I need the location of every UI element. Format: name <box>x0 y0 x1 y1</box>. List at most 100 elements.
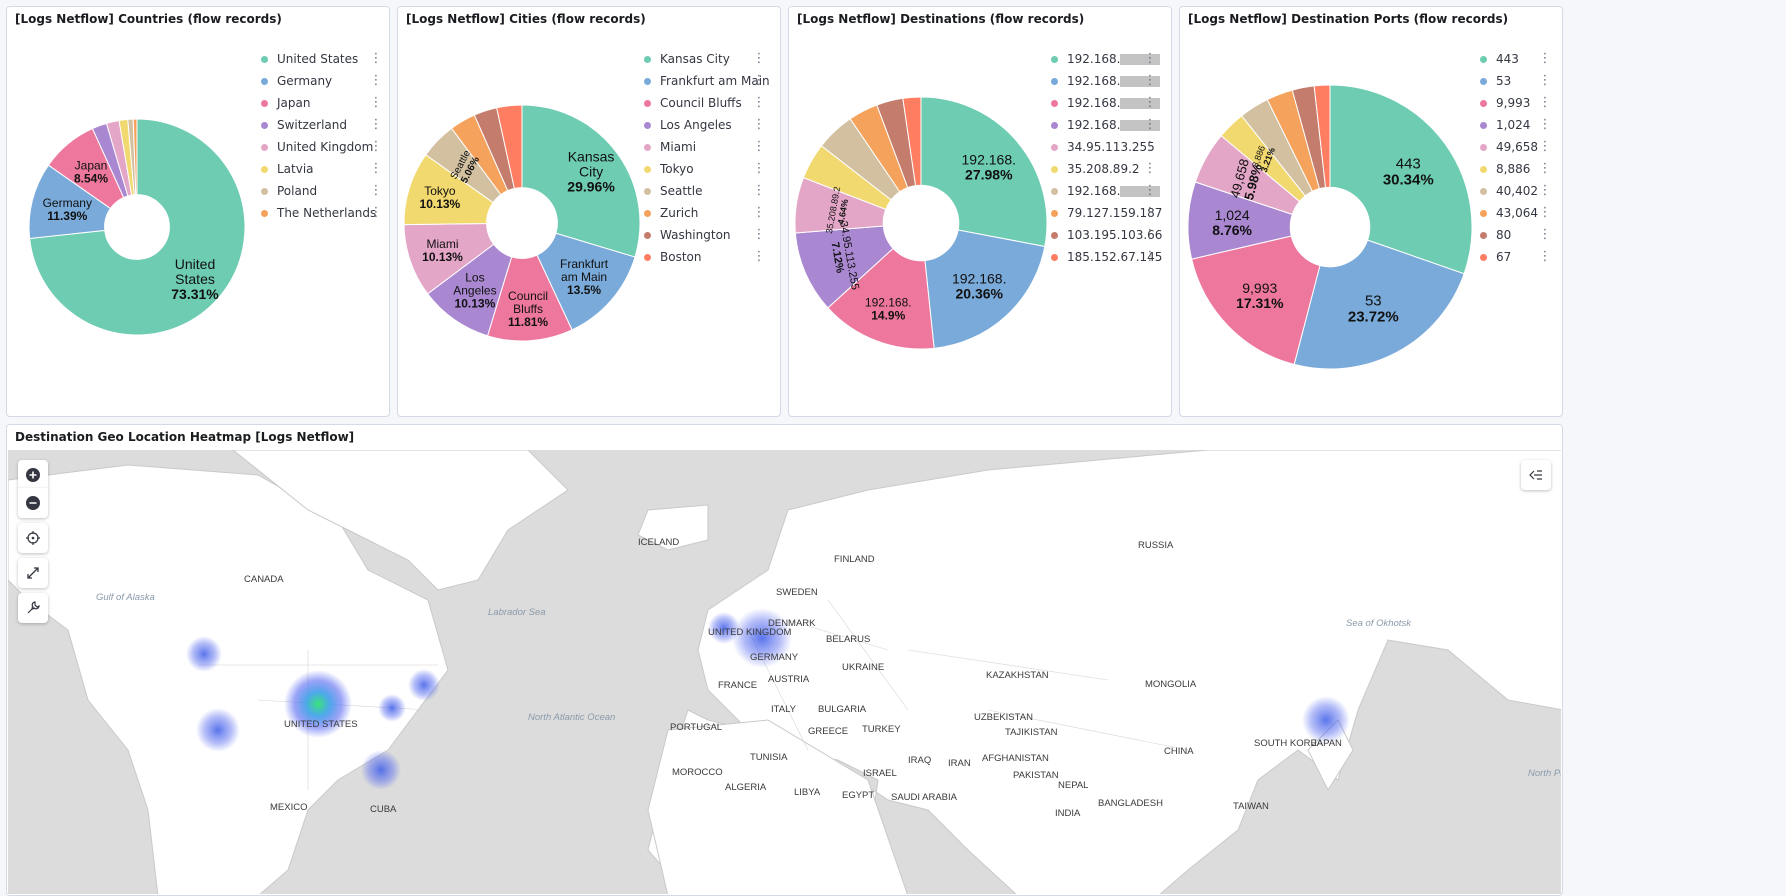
pie-slice[interactable] <box>902 96 922 187</box>
legend-item-menu-icon[interactable]: ⋮ <box>1143 205 1157 220</box>
legend-item-menu-icon[interactable]: ⋮ <box>1538 139 1552 154</box>
legend-item[interactable]: 192.168. ⋮ <box>1051 180 1167 202</box>
legend-item[interactable]: 34.95.113.255 ⋮ <box>1051 136 1167 158</box>
legend-item-menu-icon[interactable]: ⋮ <box>369 205 383 220</box>
legend-item[interactable]: Germany ⋮ <box>261 70 383 92</box>
legend-item-menu-icon[interactable]: ⋮ <box>752 227 766 242</box>
zoom-out-button[interactable] <box>18 488 48 518</box>
legend-item[interactable]: Boston ⋮ <box>644 246 774 268</box>
legend-item-menu-icon[interactable]: ⋮ <box>369 73 383 88</box>
pie-slice[interactable] <box>1313 84 1331 189</box>
pie-slice[interactable] <box>1293 239 1465 370</box>
legend-item-menu-icon[interactable]: ⋮ <box>1538 95 1552 110</box>
pie-slice[interactable] <box>924 229 1046 349</box>
legend-item[interactable]: 185.152.67.145 ⋮ <box>1051 246 1167 268</box>
legend-item-menu-icon[interactable]: ⋮ <box>1538 183 1552 198</box>
legend-item-menu-icon[interactable]: ⋮ <box>1143 73 1157 88</box>
legend-item[interactable]: 49,658 ⋮ <box>1480 136 1560 158</box>
legend-item[interactable]: The Netherlands ⋮ <box>261 202 383 224</box>
legend-item[interactable]: Tokyo ⋮ <box>644 158 774 180</box>
legend-item[interactable]: 103.195.103.66 ⋮ <box>1051 224 1167 246</box>
fullscreen-button[interactable] <box>18 558 48 588</box>
legend-item[interactable]: 8,886 ⋮ <box>1480 158 1560 180</box>
legend-item-menu-icon[interactable]: ⋮ <box>1143 117 1157 132</box>
legend-item[interactable]: Washington ⋮ <box>644 224 774 246</box>
pie-slice[interactable] <box>1191 235 1321 366</box>
legend-item[interactable]: 192.168. ⋮ <box>1051 70 1167 92</box>
pie-slice[interactable] <box>496 104 523 190</box>
legend-item-menu-icon[interactable]: ⋮ <box>752 95 766 110</box>
layer-control-toggle[interactable] <box>1521 460 1551 490</box>
legend-item[interactable]: Switzerland ⋮ <box>261 114 383 136</box>
legend-item[interactable]: 192.168. ⋮ <box>1051 114 1167 136</box>
legend-item[interactable]: Japan ⋮ <box>261 92 383 114</box>
legend-item-menu-icon[interactable]: ⋮ <box>752 161 766 176</box>
legend-item[interactable]: United States ⋮ <box>261 48 383 70</box>
legend-item[interactable]: 443 ⋮ <box>1480 48 1560 70</box>
legend-item[interactable]: 9,993 ⋮ <box>1480 92 1560 114</box>
legend-item[interactable]: Miami ⋮ <box>644 136 774 158</box>
pie-slice[interactable] <box>827 247 935 350</box>
pie-slice[interactable] <box>920 96 1048 248</box>
legend-item-menu-icon[interactable]: ⋮ <box>369 161 383 176</box>
legend-item-menu-icon[interactable]: ⋮ <box>1143 161 1157 176</box>
legend-item-menu-icon[interactable]: ⋮ <box>752 51 766 66</box>
legend-item-menu-icon[interactable]: ⋮ <box>1538 249 1552 264</box>
ports-pie-chart[interactable]: 44330.34%5323.72%9,99317.31%1,0248.76%49… <box>1186 83 1474 371</box>
legend-item[interactable]: 1,024 ⋮ <box>1480 114 1560 136</box>
legend-item-menu-icon[interactable]: ⋮ <box>1143 51 1157 66</box>
legend-item-menu-icon[interactable]: ⋮ <box>1538 205 1552 220</box>
legend-item[interactable]: 43,064 ⋮ <box>1480 202 1560 224</box>
legend-item[interactable]: 53 ⋮ <box>1480 70 1560 92</box>
legend-item-menu-icon[interactable]: ⋮ <box>369 183 383 198</box>
legend-item[interactable]: Seattle ⋮ <box>644 180 774 202</box>
legend-item[interactable]: Latvia ⋮ <box>261 158 383 180</box>
legend-item[interactable]: 40,402 ⋮ <box>1480 180 1560 202</box>
geo-heatmap-map[interactable]: CANADA Gulf of Alaska Labrador Sea ICELAND U… <box>8 450 1561 894</box>
legend-item[interactable]: 35.208.89.2 ⋮ <box>1051 158 1167 180</box>
legend-item-menu-icon[interactable]: ⋮ <box>1143 95 1157 110</box>
legend-item-menu-icon[interactable]: ⋮ <box>752 117 766 132</box>
pie-slice[interactable] <box>521 104 641 258</box>
legend-item[interactable]: Los Angeles ⋮ <box>644 114 774 136</box>
legend-item[interactable]: United Kingdom ⋮ <box>261 136 383 158</box>
legend-item[interactable]: Council Bluffs ⋮ <box>644 92 774 114</box>
legend-item-menu-icon[interactable]: ⋮ <box>1538 227 1552 242</box>
legend-item-menu-icon[interactable]: ⋮ <box>369 51 383 66</box>
legend-item-menu-icon[interactable]: ⋮ <box>369 139 383 154</box>
zoom-in-button[interactable] <box>18 460 48 490</box>
legend-item[interactable]: Kansas City ⋮ <box>644 48 774 70</box>
legend-item-menu-icon[interactable]: ⋮ <box>1538 51 1552 66</box>
legend-item-menu-icon[interactable]: ⋮ <box>752 183 766 198</box>
pie-slice[interactable] <box>1329 84 1473 275</box>
legend-item-menu-icon[interactable]: ⋮ <box>752 249 766 264</box>
legend-item[interactable]: 79.127.159.187 ⋮ <box>1051 202 1167 224</box>
legend-item-menu-icon[interactable]: ⋮ <box>1143 249 1157 264</box>
legend-item-menu-icon[interactable]: ⋮ <box>369 95 383 110</box>
legend-item-menu-icon[interactable]: ⋮ <box>1143 227 1157 242</box>
legend-item-menu-icon[interactable]: ⋮ <box>1538 73 1552 88</box>
legend-item-menu-icon[interactable]: ⋮ <box>752 205 766 220</box>
legend-item-menu-icon[interactable]: ⋮ <box>752 139 766 154</box>
legend-item-menu-icon[interactable]: ⋮ <box>1538 117 1552 132</box>
legend-item[interactable]: 80 ⋮ <box>1480 224 1560 246</box>
locate-button[interactable] <box>18 523 48 553</box>
legend-item-menu-icon[interactable]: ⋮ <box>752 73 766 88</box>
legend-item-menu-icon[interactable]: ⋮ <box>1538 161 1552 176</box>
map-canvas[interactable]: CANADA Gulf of Alaska Labrador Sea ICELAND U… <box>8 450 1561 894</box>
legend-item[interactable]: Frankfurt am Main ⋮ <box>644 70 774 92</box>
destinations-pie-chart[interactable]: 192.168.27.98%192.168.20.36%192.168.14.9… <box>793 95 1049 351</box>
legend-item-menu-icon[interactable]: ⋮ <box>369 117 383 132</box>
legend-item[interactable]: 67 ⋮ <box>1480 246 1560 268</box>
legend-item[interactable]: Zurich ⋮ <box>644 202 774 224</box>
legend-item[interactable]: 192.168. ⋮ <box>1051 92 1167 114</box>
pie-slice[interactable] <box>132 118 138 196</box>
legend-item[interactable]: 192.168. ⋮ <box>1051 48 1167 70</box>
legend-item-menu-icon[interactable]: ⋮ <box>1143 183 1157 198</box>
pie-slice[interactable] <box>29 118 246 336</box>
legend-item[interactable]: Poland ⋮ <box>261 180 383 202</box>
tools-button[interactable] <box>18 593 48 623</box>
pie-slice[interactable] <box>536 232 636 331</box>
